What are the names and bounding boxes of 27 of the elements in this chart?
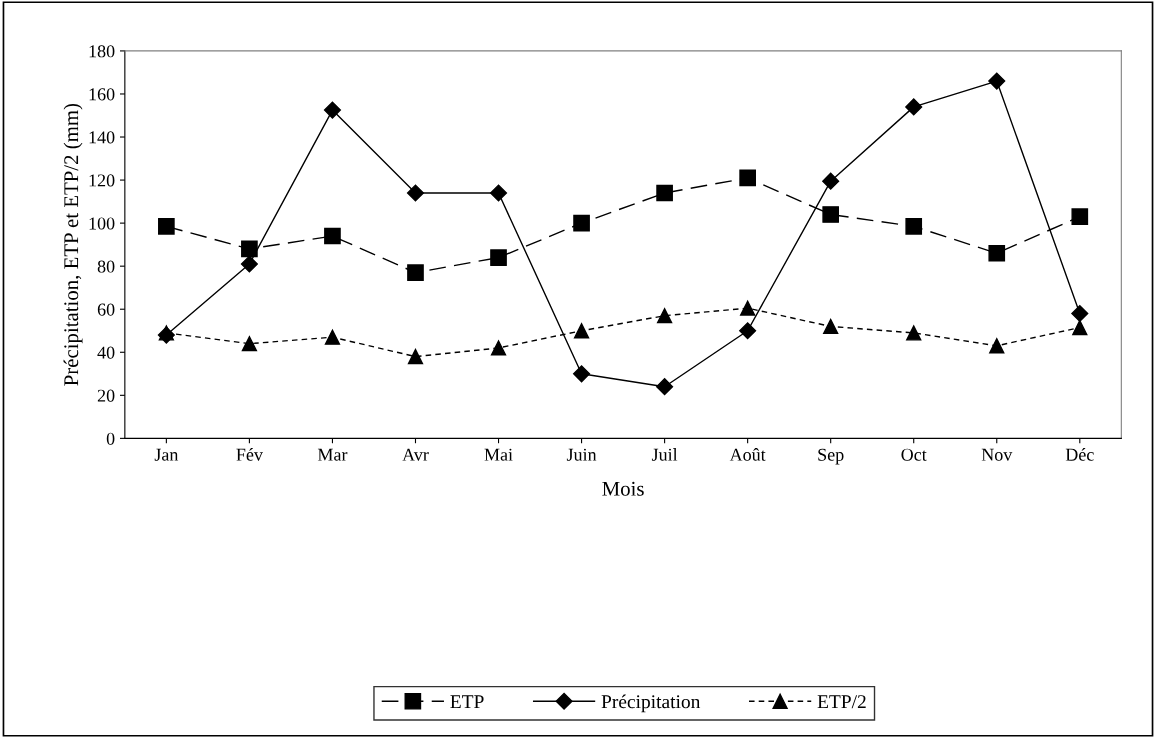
y-tick-label: 100 bbox=[89, 217, 115, 230]
y-tick-label: 120 bbox=[89, 174, 115, 187]
y-tick-label: 40 bbox=[97, 346, 115, 359]
x-tick-label: Sep bbox=[818, 448, 844, 465]
y-tick-label: 20 bbox=[97, 389, 115, 402]
x-tick-label: Oct bbox=[901, 448, 927, 461]
legend-label: ETP/2 bbox=[817, 695, 866, 709]
y-tick-label: 140 bbox=[89, 131, 115, 144]
x-tick-label: Mai bbox=[484, 448, 513, 461]
legend-label: ETP bbox=[450, 695, 484, 709]
x-tick-label: Jan bbox=[154, 448, 179, 461]
x-tick-label: Juil bbox=[651, 448, 678, 461]
y-tick-label: 0 bbox=[106, 432, 115, 445]
x-tick-label: Mar bbox=[317, 448, 348, 461]
y-tick-label: 180 bbox=[89, 45, 115, 58]
x-tick-label: Déc bbox=[1065, 448, 1094, 461]
y-axis-title: Précipitation, ETP et ETP/2 (mm) bbox=[63, 103, 83, 386]
x-tick-label: Fév bbox=[236, 448, 263, 461]
x-tick-label: Avr bbox=[402, 448, 429, 461]
y-tick-label: 160 bbox=[89, 88, 115, 101]
x-tick-label: Juin bbox=[566, 448, 597, 461]
y-tick-label: 80 bbox=[97, 260, 115, 273]
y-tick-label: 60 bbox=[97, 303, 115, 316]
x-tick-label: Août bbox=[729, 448, 766, 461]
x-axis-title: Mois bbox=[602, 481, 644, 496]
x-tick-label: Nov bbox=[981, 448, 1013, 461]
legend-label: Précipitation bbox=[601, 694, 701, 713]
